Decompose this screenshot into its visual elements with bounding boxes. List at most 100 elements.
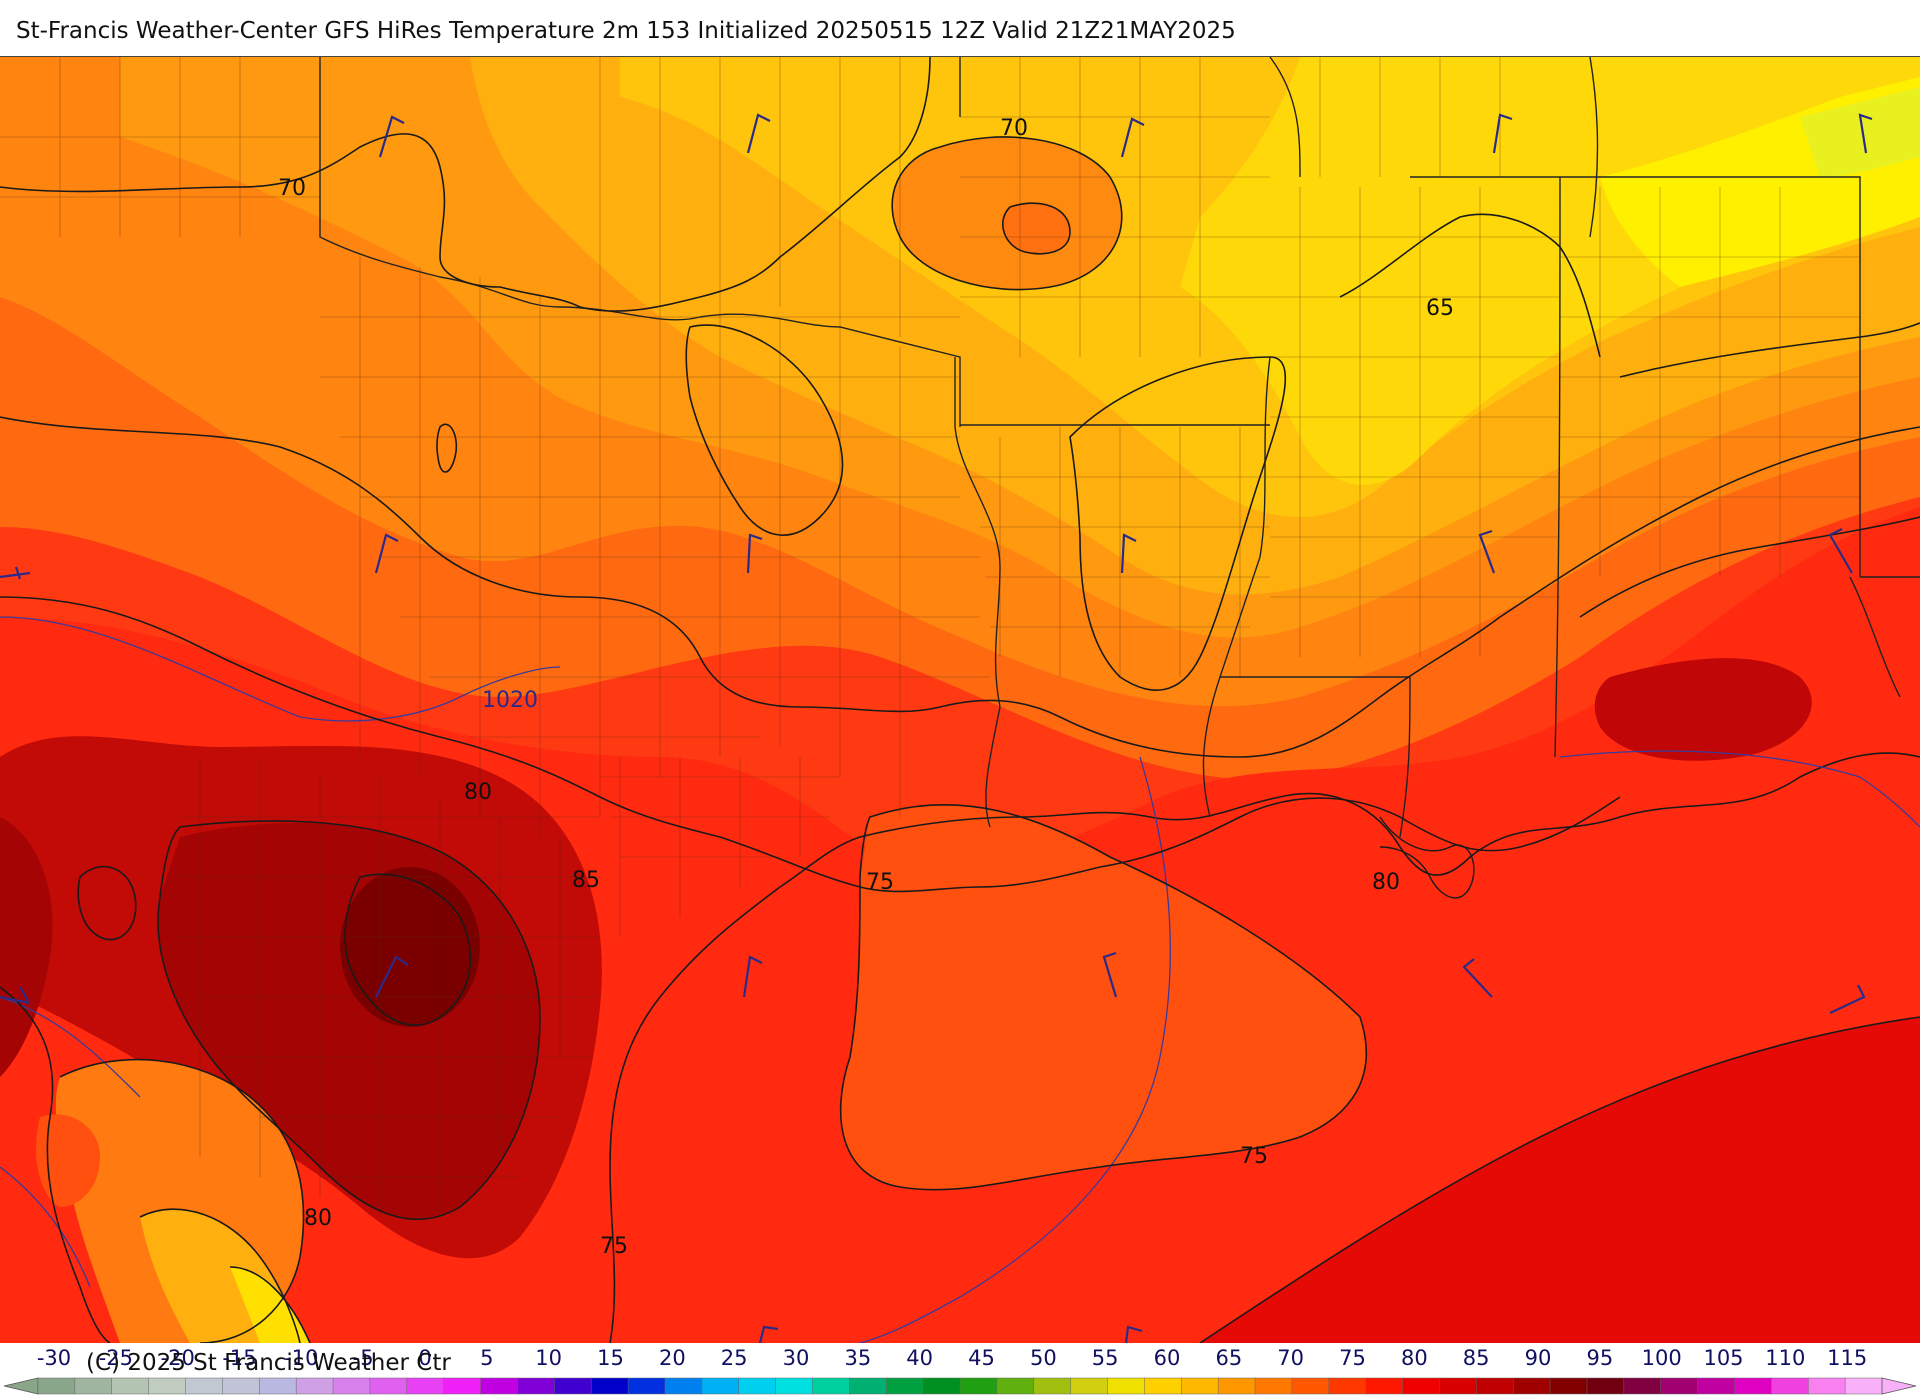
scale-tick-21: 75: [1339, 1346, 1366, 1370]
colorbar-swatch-12: [480, 1377, 519, 1395]
colorbar-swatch-14: [554, 1377, 592, 1395]
colorbar-swatch-11: [443, 1377, 482, 1395]
contour-label-70-west: 70: [278, 176, 306, 201]
contour-label-75-south-tx: 75: [600, 1234, 628, 1259]
colorbar-swatch-30: [1144, 1377, 1183, 1395]
colorbar-swatch-3: [148, 1377, 187, 1395]
temp-band-61: [1800, 87, 1920, 177]
colorbar-swatch-15: [590, 1377, 629, 1395]
colorbar-swatch-16: [627, 1377, 666, 1395]
contour-label-85: 85: [572, 868, 600, 893]
scale-tick-14: 40: [906, 1346, 934, 1370]
contour-label-75-gulf: 75: [1240, 1144, 1268, 1169]
colorbar-swatch-46: [1734, 1377, 1773, 1395]
scale-tick-2: -20: [160, 1346, 195, 1370]
temperature-map-svg: 70 70 65 80 85 75 80 80 75 75 1020: [0, 57, 1920, 1343]
scale-tick-8: 10: [535, 1346, 563, 1370]
temp-mexico-cool-3: [230, 1267, 310, 1343]
gulf-coastline: [609, 752, 1920, 1343]
colorbar-swatch-40: [1512, 1377, 1551, 1395]
colorbar-swatch-38: [1439, 1377, 1478, 1395]
scale-tick-9: 15: [597, 1346, 624, 1370]
temp-gulf-east-80: [1200, 1017, 1920, 1343]
colorbar-swatch-32: [1217, 1377, 1256, 1395]
copyright-notice: (C) 2025 St Francis Weather Ctr: [86, 1350, 451, 1376]
scale-tick-4: -10: [284, 1346, 319, 1370]
scale-tick-3: -15: [222, 1346, 257, 1370]
colorbar-swatch-4: [185, 1377, 224, 1395]
colorbar-swatch-28: [1070, 1377, 1109, 1395]
colorbar-swatch-36: [1365, 1377, 1404, 1395]
colorbar-swatch-37: [1402, 1377, 1441, 1395]
temp-mexico-dark: [0, 817, 53, 1077]
scale-tick-23: 85: [1462, 1346, 1490, 1370]
scale-tick-13: 35: [844, 1346, 872, 1370]
colorbar-swatch-5: [222, 1377, 261, 1395]
scale-tick-26: 100: [1641, 1346, 1682, 1370]
scale-tick-10: 20: [658, 1346, 686, 1370]
scale-tick-12: 30: [782, 1346, 810, 1370]
contour-label-80-delta: 80: [1372, 870, 1400, 895]
scale-tick-labels: -30 -25 -20 -15 -10 -5 0 5 10 15 20 25 30 35 40 45 50 55 6…: [0, 1346, 1920, 1372]
isobar-label-1020: 1020: [482, 688, 538, 713]
temp-florida-warm: [1594, 658, 1812, 761]
state-borders: [319, 57, 1920, 838]
scale-tick-27: 105: [1703, 1346, 1744, 1370]
colorbar-swatch-39: [1476, 1377, 1514, 1395]
colorbar-swatch-47: [1771, 1377, 1809, 1395]
colorbar-swatch-45: [1697, 1377, 1736, 1395]
colorbar-swatch-0: [37, 1377, 76, 1395]
temperature-scale: -30 -25 -20 -15 -10 -5 0 5 10 15 20 25 30 35 40 45 50 55 6…: [0, 1340, 1920, 1400]
colorbar-swatch-2: [111, 1377, 150, 1395]
colorbar-swatch-20: [775, 1377, 814, 1395]
scale-tick-20: 70: [1277, 1346, 1305, 1370]
colorbar-swatch-10: [406, 1377, 445, 1395]
colorbar-swatch-44: [1660, 1377, 1699, 1395]
mississippi-delta: [1379, 816, 1475, 899]
temp-gulf-lobe-75: [840, 804, 1367, 1190]
colorbar-swatch-18: [701, 1377, 740, 1395]
temp-texas-hot-core: [340, 867, 480, 1027]
scale-tick-6: 0: [418, 1346, 432, 1370]
colorbar-swatch-6: [259, 1377, 297, 1395]
colorbar-swatch-43: [1623, 1377, 1662, 1395]
colorbar-swatch-34: [1291, 1377, 1330, 1395]
scale-tick-15: 45: [968, 1346, 995, 1370]
scale-tick-24: 90: [1524, 1346, 1552, 1370]
colorbar-swatch-49: [1844, 1377, 1883, 1395]
contour-label-75-coast: 75: [866, 870, 894, 895]
colorbar-swatch-42: [1586, 1377, 1625, 1395]
scale-tick-19: 65: [1215, 1346, 1243, 1370]
scale-tick-1: -25: [98, 1346, 133, 1370]
scale-tick-5: -5: [352, 1346, 374, 1370]
colorbar-swatch-41: [1549, 1377, 1588, 1395]
colorbar-arrow-left: [3, 1377, 39, 1395]
colorbar-swatch-17: [664, 1377, 703, 1395]
contour-label-65: 65: [1426, 296, 1454, 321]
colorbar-swatch-27: [1033, 1377, 1072, 1395]
colorbar-arrow-right: [1881, 1377, 1917, 1395]
colorbar-swatch-22: [849, 1377, 887, 1395]
scale-tick-11: 25: [720, 1346, 748, 1370]
scale-tick-29: 115: [1827, 1346, 1868, 1370]
temperature-colorbar: [3, 1377, 1917, 1395]
temperature-contours: [0, 57, 1920, 1343]
map-title: St-Francis Weather-Center GFS HiRes Temp…: [16, 18, 1236, 44]
scale-tick-17: 55: [1091, 1346, 1119, 1370]
colorbar-swatch-31: [1181, 1377, 1219, 1395]
scale-tick-7: 5: [480, 1346, 494, 1370]
scale-tick-25: 95: [1586, 1346, 1614, 1370]
colorbar-swatch-8: [332, 1377, 371, 1395]
colorbar-swatch-1: [74, 1377, 113, 1395]
contour-label-80-mexico: 80: [304, 1206, 332, 1231]
colorbar-swatch-48: [1807, 1377, 1846, 1395]
colorbar-swatch-23: [885, 1377, 924, 1395]
colorbar-swatch-33: [1254, 1377, 1293, 1395]
contour-label-70-ok: 70: [1000, 116, 1028, 141]
colorbar-swatch-21: [812, 1377, 851, 1395]
county-lines: [0, 57, 1860, 1217]
scale-tick-0: -30: [36, 1346, 72, 1370]
colorbar-swatch-25: [959, 1377, 998, 1395]
colorbar-swatch-13: [517, 1377, 556, 1395]
scale-tick-28: 110: [1765, 1346, 1806, 1370]
